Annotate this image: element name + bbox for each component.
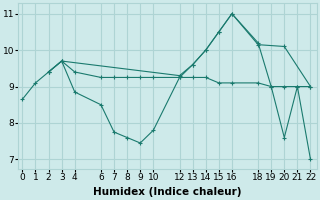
X-axis label: Humidex (Indice chaleur): Humidex (Indice chaleur) xyxy=(93,187,242,197)
